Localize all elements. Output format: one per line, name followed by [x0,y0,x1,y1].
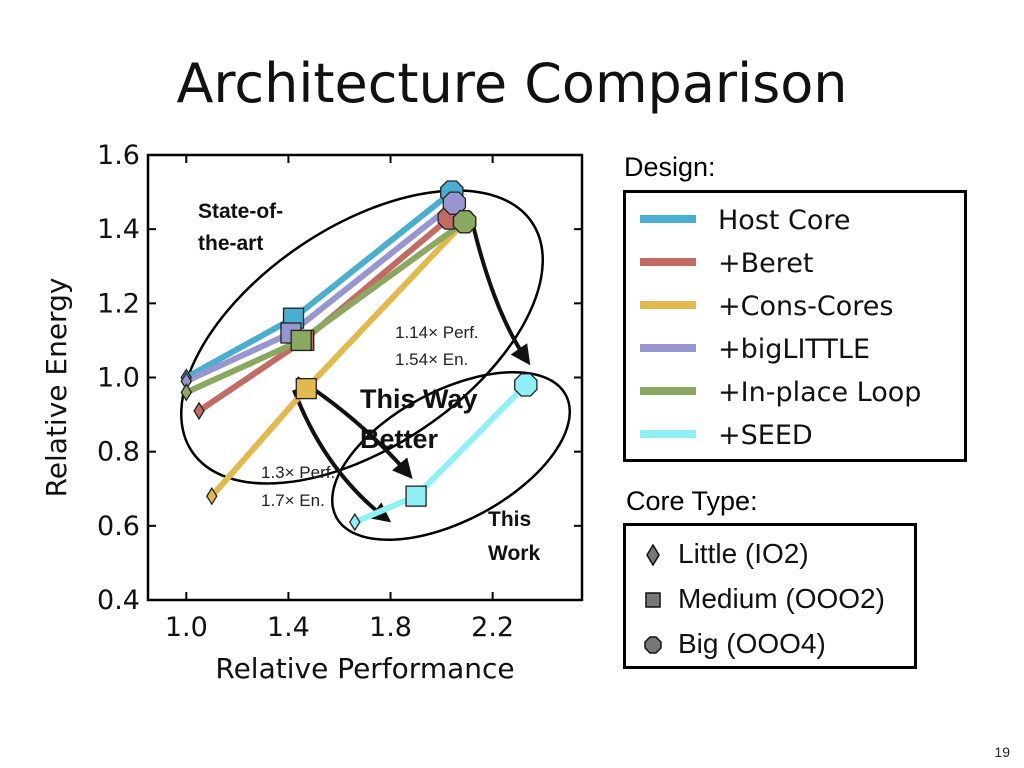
design-legend-item-2: +Beret [626,244,964,284]
x-tick-label-3: 1.8 [369,612,412,643]
design-legend-item-6: +SEED [626,416,964,456]
gain-upper-label-line-2: 1.54× En. [395,350,468,369]
y-tick-label-3: 0.8 [97,437,140,468]
legend-label: Host Core [718,205,851,236]
legend-swatch [640,258,696,266]
energy-performance-chart: 0.4 0.6 0.8 1.0 1.2 1.4 1.6 1.0 1.4 1.8 2.2 Relativ… [40,140,584,685]
slide-title: Architecture Comparison [176,52,848,115]
design-legend-item-5: +In-place Loop [626,373,964,413]
design-legend-item-3: +Cons-Cores [626,287,964,327]
square-icon [645,592,661,608]
y-tick-label-1: 0.4 [97,585,140,616]
y-tick-label-4: 1.0 [97,363,140,394]
design-legend: Host Core +Beret +Cons-Cores +bigLITTLE +In-… [623,190,967,462]
core-type-big-label: Big (OOO4) [678,628,826,659]
diamond-icon [646,544,660,566]
legend-label: +Beret [718,248,814,279]
legend-swatch [640,387,696,395]
state-of-the-art-label-line-1: State-of- [198,200,283,223]
x-tick-label-1: 1.0 [165,612,208,643]
y-tick-label-6: 1.4 [97,214,140,245]
core-type-medium: Medium (OOO2) [626,579,914,623]
series-6-marker-3 [514,373,538,397]
legend-label: +SEED [718,420,813,451]
y-tick-label-7: 1.6 [97,140,140,171]
core-type-medium-label: Medium (OOO2) [678,583,885,614]
series-6-marker-2 [405,485,427,507]
design-legend-title: Design: [624,152,716,182]
core-type-little-label: Little (IO2) [678,538,809,569]
state-of-the-art-label-line-2: the-art [198,232,263,255]
series-5-marker-1 [180,383,193,402]
this-work-label-line-1: This [488,508,531,531]
octagon-icon [644,636,662,654]
gain-lower-label-line-2: 1.7× En. [261,491,325,510]
this-way-better-label-line-1: This Way [360,384,478,414]
legend-swatch [640,430,696,438]
design-legend-item-4: +bigLITTLE [626,330,964,370]
series-3-marker-2 [295,377,317,400]
series-5-marker-3 [452,210,477,234]
series-5-marker-2 [290,329,312,352]
series-6-marker-1 [349,512,361,532]
state-of-the-art-outline [180,189,544,485]
x-tick-label-2: 1.4 [267,612,310,643]
this-way-better-label-line-2: Better [360,424,439,454]
gain-upper-label-line-1: 1.14× Perf. [395,323,479,342]
series-2-marker-1 [193,401,205,421]
this-work-label-line-2: Work [488,542,540,565]
legend-label: +bigLITTLE [718,334,871,365]
x-axis-label: Relative Performance [215,652,514,685]
this-work-outline [330,370,572,542]
legend-label: +Cons-Cores [718,291,894,322]
design-legend-item-1: Host Core [626,201,964,241]
core-type-big: Big (OOO4) [626,624,914,668]
core-type-little: Little (IO2) [626,534,914,578]
core-type-legend: Little (IO2) Medium (OOO2) Big (OOO4) [623,523,917,669]
legend-label: +In-place Loop [718,377,922,408]
legend-swatch [640,344,696,352]
gain-lower-label-line-1: 1.3× Perf. [261,463,335,482]
y-axis-label: Relative Energy [40,278,73,498]
x-tick-label-4: 2.2 [471,612,514,643]
legend-swatch [640,215,696,223]
legend-swatch [640,301,696,309]
lower-improvement-arrow [292,389,392,523]
y-tick-label-5: 1.2 [97,288,140,319]
y-tick-label-2: 0.6 [97,511,140,542]
core-type-legend-title: Core Type: [626,486,758,516]
page-number: 19 [994,744,1010,760]
upper-improvement-arrow [468,211,531,366]
series-3-marker-1 [206,486,218,506]
